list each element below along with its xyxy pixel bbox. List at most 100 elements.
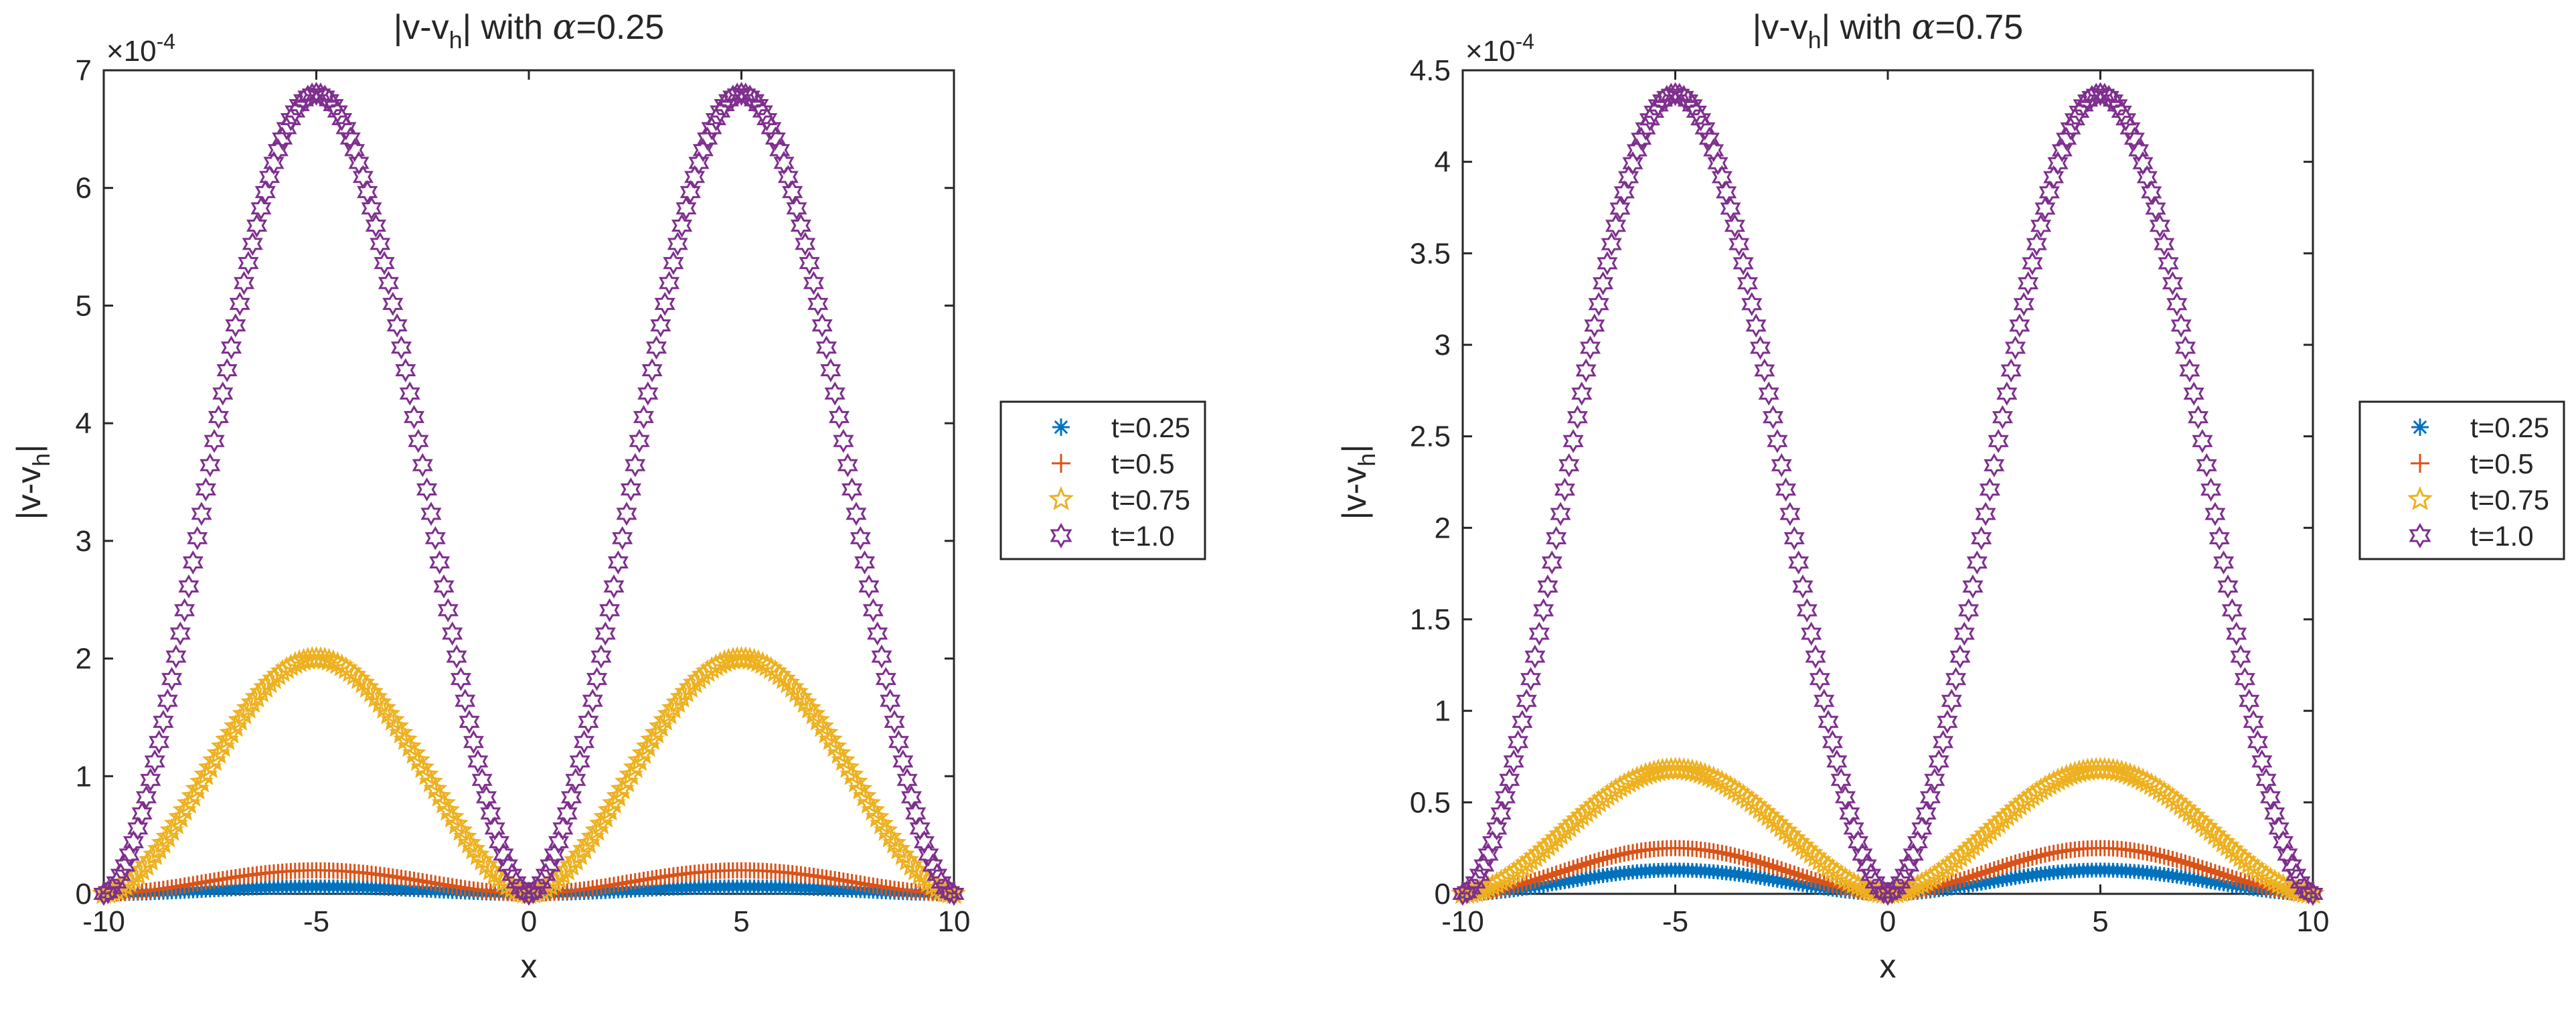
data-point [1756, 856, 1773, 872]
data-point [2051, 138, 2073, 163]
data-point [1986, 861, 2002, 878]
data-point [556, 801, 578, 826]
data-point [1890, 870, 1911, 895]
data-point [1994, 858, 2011, 875]
data-point [436, 797, 461, 821]
data-point [1799, 869, 1816, 886]
data-point [1877, 881, 1899, 907]
data-point [232, 701, 256, 724]
data-point [1758, 381, 1779, 406]
legend-marker [2411, 418, 2429, 436]
y-label-subscript: h [27, 453, 55, 467]
plot-area [1461, 69, 2314, 895]
data-point [1595, 850, 1611, 867]
y-label-suffix: | [10, 445, 48, 453]
data-point [2098, 84, 2119, 109]
data-point [2196, 453, 2217, 477]
data-point [169, 621, 191, 646]
data-point [1951, 872, 1968, 888]
data-point [2202, 862, 2219, 879]
data-point [1822, 730, 1843, 755]
data-point [357, 179, 378, 204]
data-point [1481, 830, 1503, 854]
legend-marker [2407, 486, 2433, 511]
data-point [1779, 501, 1801, 526]
data-point [1716, 180, 1737, 205]
data-point [756, 107, 778, 132]
data-point [1512, 710, 1533, 734]
data-point [2181, 856, 2198, 872]
data-point [1737, 271, 1758, 296]
data-point [106, 870, 127, 895]
data-point [589, 811, 613, 835]
data-point [2204, 501, 2226, 526]
data-point [2170, 313, 2192, 338]
data-point [688, 151, 710, 175]
data-point [1686, 99, 1707, 124]
y-tick-label: 0.5 [1410, 786, 1451, 819]
data-point [215, 727, 240, 751]
data-point [593, 804, 618, 828]
data-point [841, 477, 863, 501]
data-point [1911, 816, 1933, 841]
data-point [870, 811, 894, 835]
data-point [852, 783, 877, 807]
data-point [1816, 874, 1832, 891]
data-point [1584, 313, 1605, 338]
data-point [1848, 830, 1869, 854]
data-point [2149, 214, 2170, 238]
data-point [773, 151, 795, 175]
data-point [1726, 847, 1743, 864]
data-point [181, 783, 206, 807]
data-point [615, 769, 639, 793]
data-point [1915, 801, 1937, 826]
data-point [892, 749, 914, 774]
data-point [544, 842, 565, 867]
data-point [653, 707, 677, 731]
y-tick-label: 0 [76, 878, 92, 911]
data-point [250, 196, 272, 221]
data-point [1724, 214, 1745, 238]
data-point [386, 313, 408, 337]
legend-label: t=0.75 [2470, 484, 2549, 516]
data-point [1558, 453, 1580, 477]
data-point [157, 688, 178, 713]
data-point [370, 232, 391, 256]
x-tick-label: 5 [2092, 905, 2108, 938]
data-point [574, 730, 595, 755]
data-point [1569, 858, 1586, 875]
data-point [189, 769, 214, 793]
data-point [1520, 667, 1542, 692]
data-point [467, 749, 489, 774]
data-point [1720, 196, 1741, 221]
data-point [895, 847, 920, 871]
data-point [1579, 335, 1601, 360]
data-point [335, 116, 357, 141]
data-point [815, 335, 837, 360]
data-point [140, 767, 161, 792]
y-tick-label: 4 [1435, 146, 1451, 179]
y-tick-label: 1 [76, 760, 92, 793]
data-point [710, 99, 731, 124]
data-point [1586, 853, 1603, 870]
data-point [1533, 598, 1554, 623]
data-point [1943, 874, 1960, 891]
data-point [2188, 405, 2209, 430]
data-point [380, 707, 405, 731]
x-tick-label: 10 [938, 905, 971, 938]
data-point [1790, 866, 1807, 883]
data-point [2234, 667, 2255, 692]
data-point [1452, 881, 1473, 907]
data-point [2190, 858, 2206, 875]
data-point [882, 830, 907, 854]
data-point [1735, 850, 1752, 866]
data-point [578, 710, 599, 734]
data-point [846, 501, 867, 526]
data-point [1965, 868, 1981, 884]
data-point [1560, 861, 1577, 878]
data-point [1792, 574, 1814, 599]
data-point [2154, 232, 2175, 256]
x-axis-label: x [521, 947, 538, 985]
data-point [263, 151, 285, 175]
